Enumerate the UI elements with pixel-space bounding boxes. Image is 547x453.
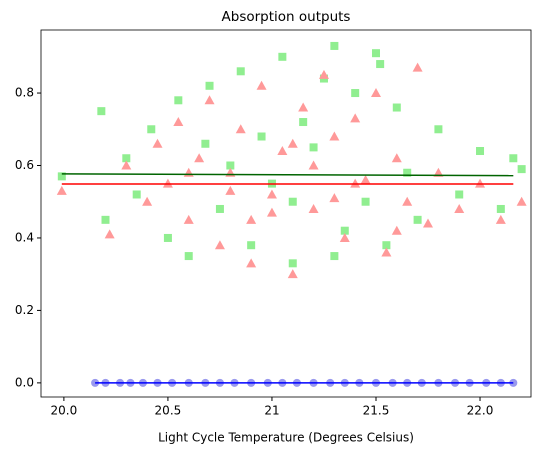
x-axis-label: Light Cycle Temperature (Degrees Celsius… [158, 431, 414, 445]
square-point [205, 81, 214, 90]
triangle-point [266, 189, 277, 199]
plot-frame [40, 29, 532, 398]
square-point [288, 259, 297, 268]
triangle-point [266, 207, 277, 217]
triangle-point [287, 269, 298, 279]
square-point [247, 241, 256, 250]
square-point [455, 190, 464, 199]
triangle-point [204, 95, 215, 105]
square-point [57, 172, 66, 181]
x-tick-label: 21 [264, 404, 279, 418]
triangle-point [287, 138, 298, 148]
square-point [288, 197, 297, 206]
square-point [101, 215, 110, 224]
triangle-point [329, 131, 340, 141]
x-tick-label: 20.0 [51, 404, 78, 418]
triangle-point [235, 124, 246, 134]
triangle-point [152, 138, 163, 148]
triangle-point [308, 203, 319, 213]
y-tick-label: 0.4 [15, 230, 34, 244]
triangle-point [360, 174, 371, 184]
triangle-point [318, 69, 329, 79]
square-point [184, 252, 193, 261]
square-point [236, 67, 245, 76]
square-point [382, 241, 391, 250]
triangle-point [412, 62, 423, 72]
square-point [434, 125, 443, 134]
square-point [403, 168, 412, 177]
y-tick-label: 0.0 [15, 375, 34, 389]
triangle-point [104, 229, 115, 239]
square-point [163, 233, 172, 242]
square-point [517, 165, 526, 174]
triangle-point [495, 214, 506, 224]
square-point [340, 226, 349, 235]
square-point [496, 204, 505, 213]
triangle-point [423, 218, 434, 228]
triangle-point [433, 167, 444, 177]
y-tick-label: 0.6 [15, 158, 34, 172]
square-point [132, 190, 141, 199]
x-tick-label: 21.5 [363, 404, 390, 418]
square-point [257, 132, 266, 141]
triangle-point [298, 102, 309, 112]
square-point [330, 252, 339, 261]
triangle-point [391, 225, 402, 235]
triangle-point [225, 185, 236, 195]
square-point [361, 197, 370, 206]
square-point [413, 215, 422, 224]
square-point [371, 49, 380, 58]
square-point [476, 147, 485, 156]
triangle-point [381, 247, 392, 257]
triangle-point [194, 153, 205, 163]
triangle-point [214, 240, 225, 250]
x-tick-label: 22.0 [467, 404, 494, 418]
triangle-point [370, 88, 381, 98]
triangle-point [162, 178, 173, 188]
square-point [201, 139, 210, 148]
square-point [122, 154, 131, 163]
triangle-point [246, 214, 257, 224]
triangle-point [391, 153, 402, 163]
regression-line [61, 173, 514, 177]
square-point [509, 154, 518, 163]
triangle-point [183, 214, 194, 224]
triangle-point [350, 113, 361, 123]
square-point [278, 52, 287, 61]
triangle-point [339, 232, 350, 242]
square-point [299, 118, 308, 127]
chart-title: Absorption outputs [222, 9, 351, 25]
square-point [330, 41, 339, 50]
x-tick-label: 20.5 [155, 404, 182, 418]
square-point [392, 103, 401, 112]
triangle-point [402, 196, 413, 206]
triangle-point [256, 80, 267, 90]
square-point [226, 161, 235, 170]
triangle-point [142, 196, 153, 206]
triangle-point [173, 117, 184, 127]
triangle-point [246, 258, 257, 268]
square-point [376, 60, 385, 69]
triangle-point [516, 196, 527, 206]
square-point [309, 143, 318, 152]
y-tick-label: 0.2 [15, 303, 34, 317]
square-point [174, 96, 183, 105]
square-point [97, 107, 106, 116]
square-point [351, 89, 360, 98]
triangle-point [350, 178, 361, 188]
triangle-point [121, 160, 132, 170]
triangle-point [56, 185, 67, 195]
triangle-point [475, 178, 486, 188]
triangle-point [183, 167, 194, 177]
square-point [147, 125, 156, 134]
triangle-point [308, 160, 319, 170]
triangle-point [454, 203, 465, 213]
triangle-point [277, 146, 288, 156]
square-point [215, 204, 224, 213]
triangle-point [329, 193, 340, 203]
y-tick-label: 0.8 [15, 86, 34, 100]
